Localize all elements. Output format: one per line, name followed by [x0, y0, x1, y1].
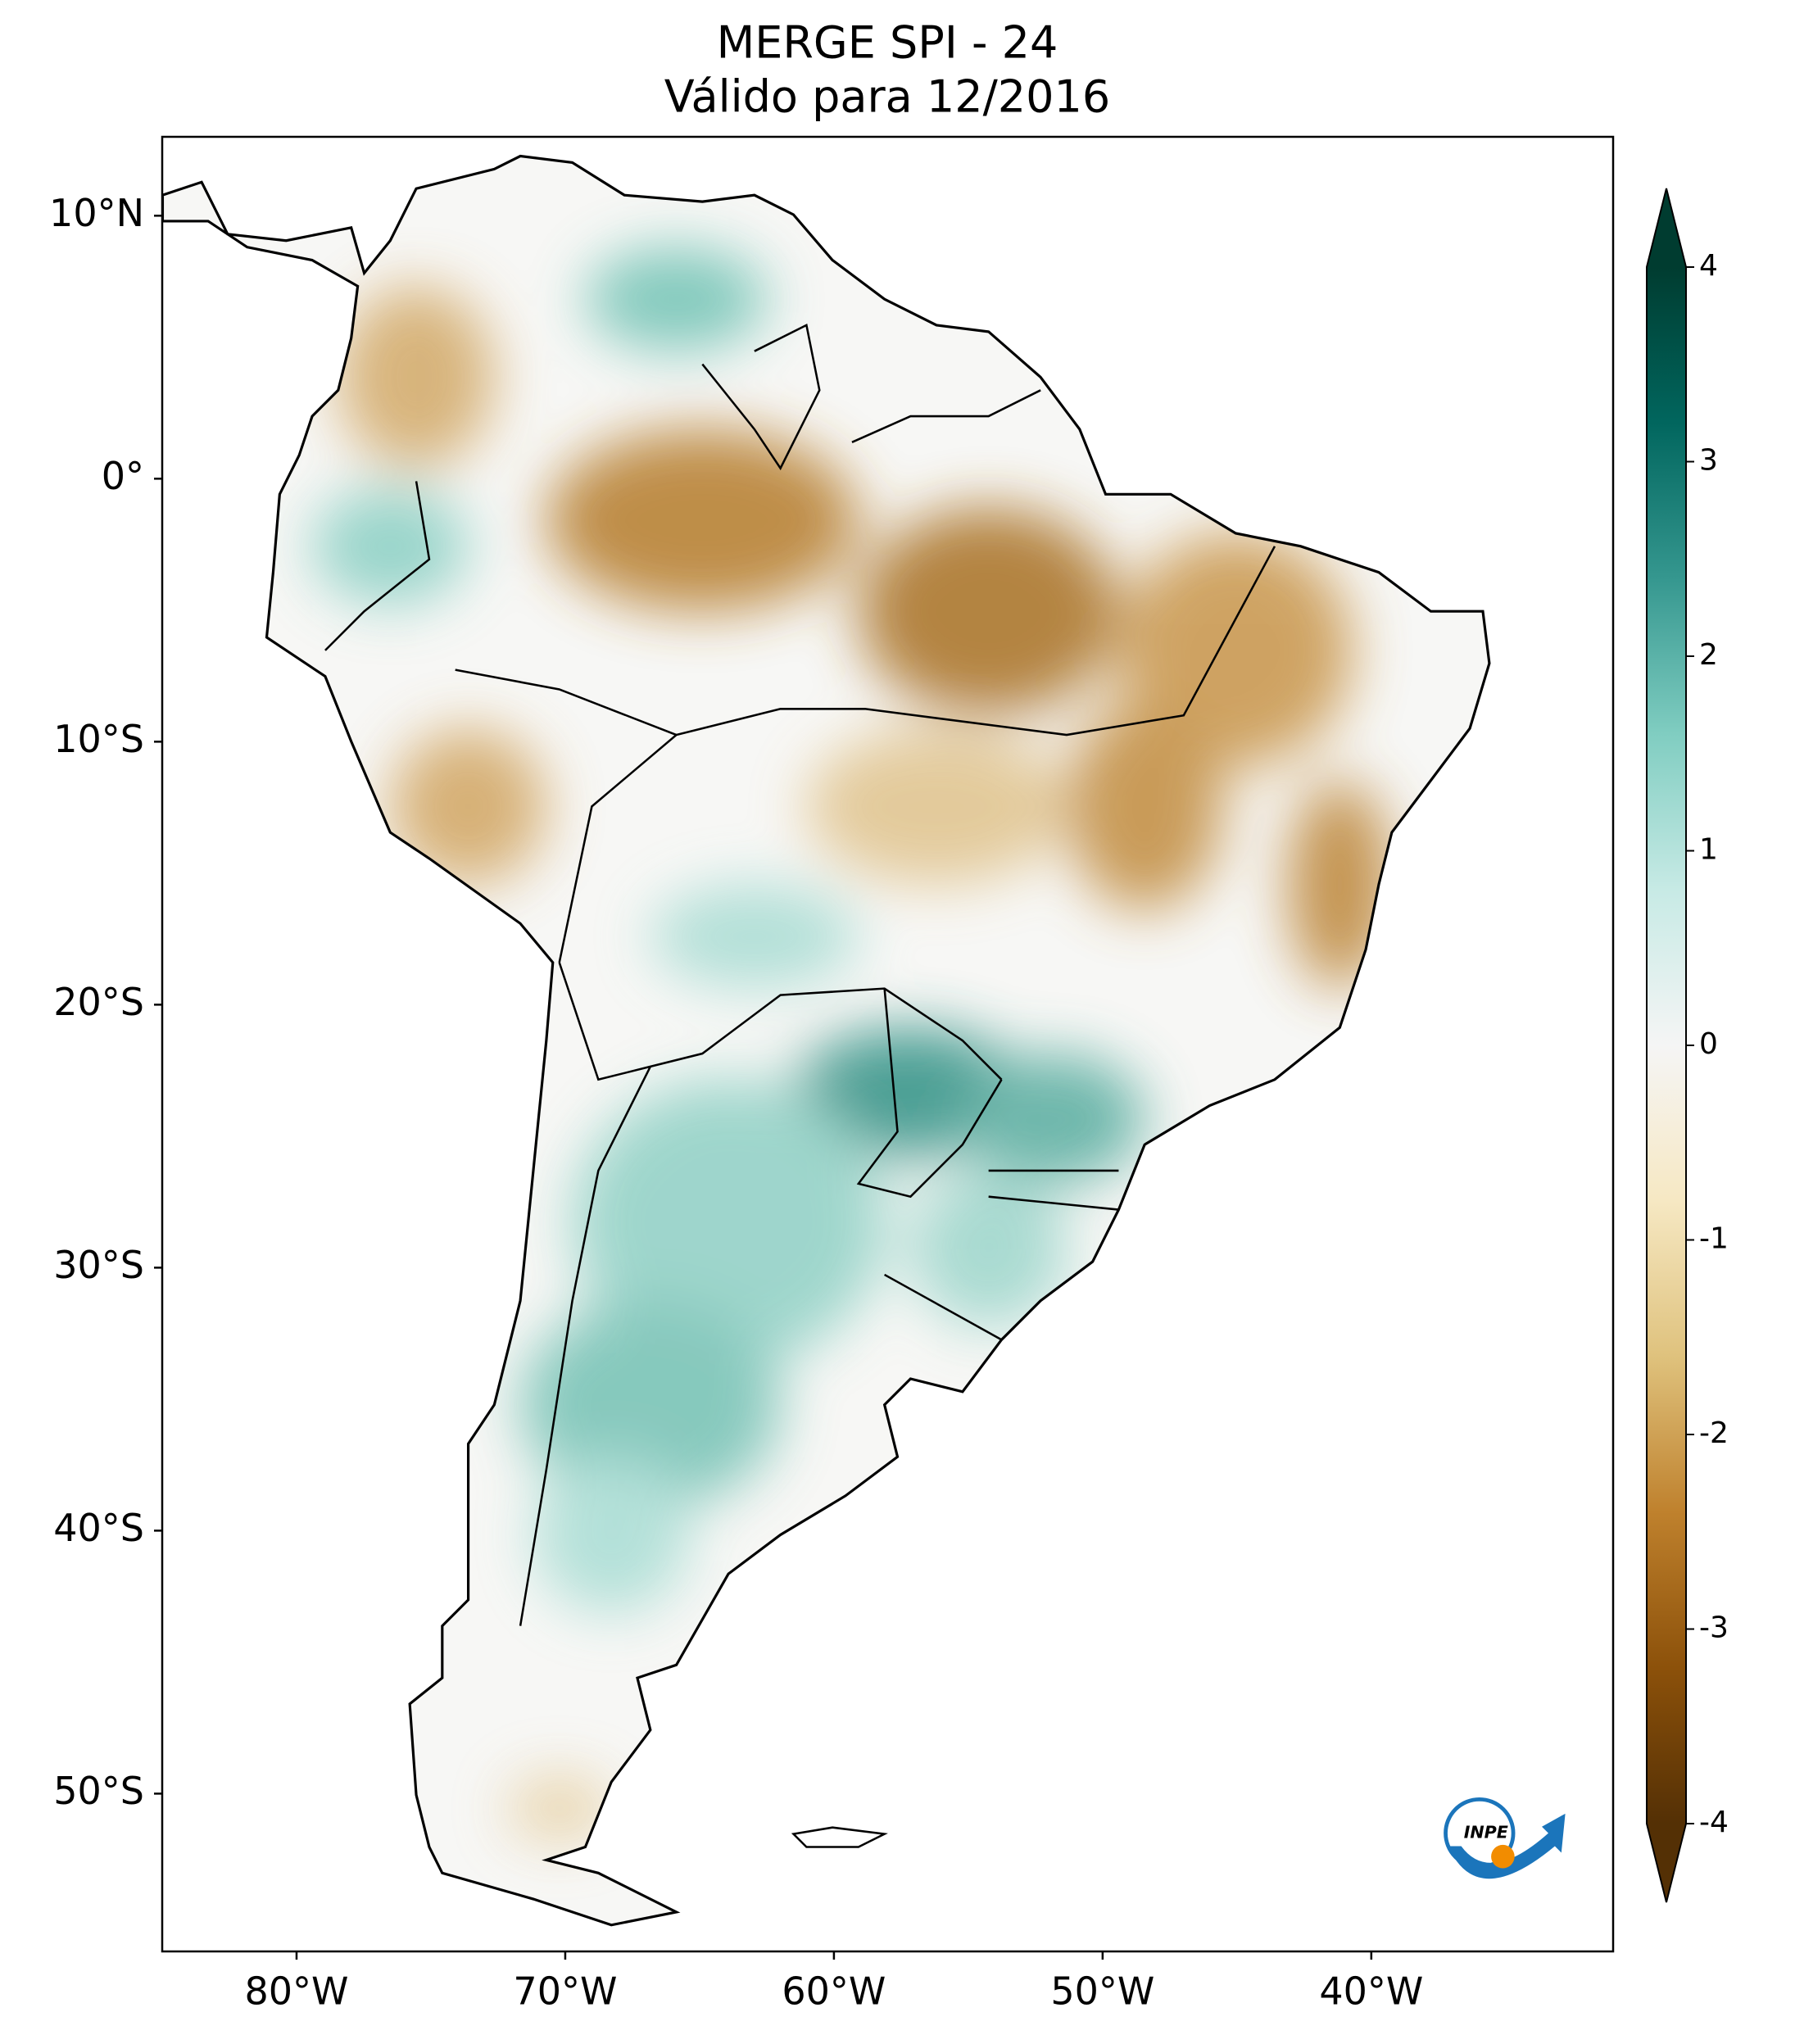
logo-text: INPE: [1464, 1823, 1508, 1842]
title-line: MERGE SPI - 24: [717, 17, 1058, 69]
plot-frame: [161, 135, 1615, 1953]
colorbar-tick-label: 0: [1699, 1027, 1718, 1061]
x-tick-label: 80°W: [244, 1969, 348, 2014]
colorbar-tick-label: 1: [1699, 833, 1718, 867]
colorbar-extend-min: [1647, 1824, 1686, 1902]
x-tick-label: 50°W: [1050, 1969, 1154, 2014]
y-tick-label: 50°S: [53, 1769, 144, 1813]
y-tick-label: 10°S: [53, 717, 144, 761]
x-tick-label: 40°W: [1319, 1969, 1423, 2014]
y-tick-label: 20°S: [53, 980, 144, 1024]
axes: 80°W 70°W 60°W 50°W 40°W 10°N 0° 10°S 20°S 30°S 40…: [49, 191, 1423, 2014]
title-line: Válido para 12/2016: [664, 71, 1110, 123]
x-tick-label: 60°W: [782, 1969, 886, 2014]
land: [162, 154, 1491, 1927]
y-tick-label: 0°: [102, 454, 144, 498]
colorbar-tick-label: 2: [1699, 638, 1718, 672]
y-tick-label: 30°S: [53, 1243, 144, 1287]
borders: [324, 324, 1276, 1848]
title: MERGE SPI - 24 Válido para 12/2016: [664, 17, 1110, 123]
colorbar-tick-label: -3: [1699, 1611, 1729, 1645]
y-tick-label: 10°N: [49, 191, 144, 235]
colorbar-tick-label: 3: [1699, 444, 1718, 478]
x-tick-label: 70°W: [513, 1969, 617, 2014]
colorbar-tick-label: 4: [1699, 249, 1718, 283]
colorbar-extend-max: [1647, 188, 1686, 267]
colorbar: -4 -3 -2 -1 0 1 2 3 4: [1646, 188, 1729, 1903]
logo: INPE: [1444, 1797, 1566, 1879]
colorbar-tick-label: -2: [1699, 1416, 1729, 1450]
y-tick-label: 40°S: [53, 1506, 144, 1550]
map: [162, 154, 1491, 1927]
colorbar-tick-label: -4: [1699, 1806, 1729, 1839]
colorbar-tick-label: -1: [1699, 1222, 1729, 1256]
colorbar-fill: [1647, 267, 1686, 1824]
